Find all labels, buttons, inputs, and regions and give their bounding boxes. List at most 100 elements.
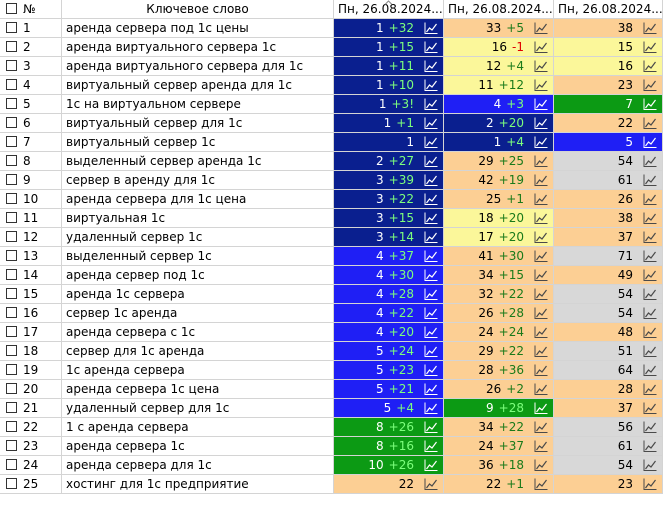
table-row[interactable]: 18 сервер для 1с аренда 5 +24 29 +22 51 xyxy=(0,342,671,361)
row-num-cell[interactable]: 25 xyxy=(0,475,62,494)
position-cell[interactable]: 16 -1 xyxy=(444,38,554,57)
line-chart-icon[interactable] xyxy=(424,402,438,414)
row-checkbox[interactable] xyxy=(6,136,17,147)
table-row[interactable]: 15 аренда 1с сервера 4 +28 32 +22 54 xyxy=(0,285,671,304)
position-cell[interactable]: 33 +5 xyxy=(444,19,554,38)
keyword-cell[interactable]: аренда сервера для 1с xyxy=(62,456,334,475)
position-cell[interactable]: 37 xyxy=(554,228,663,247)
line-chart-icon[interactable] xyxy=(534,212,548,224)
keyword-cell[interactable]: аренда виртуального сервера для 1с xyxy=(62,57,334,76)
position-cell[interactable]: 51 xyxy=(554,342,663,361)
position-cell[interactable]: 26 +28 xyxy=(444,304,554,323)
line-chart-icon[interactable] xyxy=(424,193,438,205)
row-num-cell[interactable]: 21 xyxy=(0,399,62,418)
line-chart-icon[interactable] xyxy=(424,459,438,471)
position-cell[interactable]: 5 xyxy=(554,133,663,152)
position-cell[interactable]: 18 +20 xyxy=(444,209,554,228)
table-row[interactable]: 16 сервер 1с аренда 4 +22 26 +28 54 xyxy=(0,304,671,323)
line-chart-icon[interactable] xyxy=(424,136,438,148)
row-num-cell[interactable]: 17 xyxy=(0,323,62,342)
line-chart-icon[interactable] xyxy=(534,79,548,91)
position-cell[interactable]: 2 +20 xyxy=(444,114,554,133)
keyword-cell[interactable]: аренда сервера 1с xyxy=(62,437,334,456)
position-cell[interactable]: 28 xyxy=(554,380,663,399)
position-cell[interactable]: 54 xyxy=(554,304,663,323)
row-num-cell[interactable]: 13 xyxy=(0,247,62,266)
line-chart-icon[interactable] xyxy=(424,60,438,72)
row-num-cell[interactable]: 22 xyxy=(0,418,62,437)
position-cell[interactable]: 11 +12 xyxy=(444,76,554,95)
keyword-cell[interactable]: 1 с аренда сервера xyxy=(62,418,334,437)
keyword-cell[interactable]: виртуальный сервер аренда для 1с xyxy=(62,76,334,95)
row-checkbox[interactable] xyxy=(6,269,17,280)
position-cell[interactable]: 42 +19 xyxy=(444,171,554,190)
line-chart-icon[interactable] xyxy=(424,212,438,224)
line-chart-icon[interactable] xyxy=(424,98,438,110)
row-num-cell[interactable]: 1 xyxy=(0,19,62,38)
position-cell[interactable]: 38 xyxy=(554,209,663,228)
position-cell[interactable]: 54 xyxy=(554,456,663,475)
position-cell[interactable]: 28 +36 xyxy=(444,361,554,380)
line-chart-icon[interactable] xyxy=(424,41,438,53)
line-chart-icon[interactable] xyxy=(424,421,438,433)
table-row[interactable]: 23 аренда сервера 1с 8 +16 24 +37 61 xyxy=(0,437,671,456)
row-checkbox[interactable] xyxy=(6,459,17,470)
line-chart-icon[interactable] xyxy=(424,383,438,395)
line-chart-icon[interactable] xyxy=(643,459,657,471)
line-chart-icon[interactable] xyxy=(534,478,548,490)
header-keyword[interactable]: Ключевое слово xyxy=(62,0,334,19)
line-chart-icon[interactable] xyxy=(534,269,548,281)
line-chart-icon[interactable] xyxy=(534,440,548,452)
position-cell[interactable]: 61 xyxy=(554,437,663,456)
line-chart-icon[interactable] xyxy=(643,383,657,395)
line-chart-icon[interactable] xyxy=(424,269,438,281)
keyword-cell[interactable]: выделенный сервер аренда 1с xyxy=(62,152,334,171)
position-cell[interactable]: 12 +4 xyxy=(444,57,554,76)
line-chart-icon[interactable] xyxy=(534,402,548,414)
table-row[interactable]: 3 аренда виртуального сервера для 1с 1 +11 1… xyxy=(0,57,671,76)
line-chart-icon[interactable] xyxy=(643,193,657,205)
line-chart-icon[interactable] xyxy=(643,60,657,72)
row-num-cell[interactable]: 19 xyxy=(0,361,62,380)
position-cell[interactable]: 23 xyxy=(554,76,663,95)
position-cell[interactable]: 22 +1 xyxy=(444,475,554,494)
line-chart-icon[interactable] xyxy=(643,288,657,300)
row-num-cell[interactable]: 16 xyxy=(0,304,62,323)
line-chart-icon[interactable] xyxy=(424,79,438,91)
row-num-cell[interactable]: 12 xyxy=(0,228,62,247)
keyword-cell[interactable]: 1с на виртуальном сервере xyxy=(62,95,334,114)
position-cell[interactable]: 25 +1 xyxy=(444,190,554,209)
line-chart-icon[interactable] xyxy=(643,174,657,186)
position-cell[interactable]: 4 +30 xyxy=(334,266,444,285)
row-checkbox[interactable] xyxy=(6,383,17,394)
position-cell[interactable]: 3 +14 xyxy=(334,228,444,247)
line-chart-icon[interactable] xyxy=(534,383,548,395)
row-checkbox[interactable] xyxy=(6,231,17,242)
position-cell[interactable]: 64 xyxy=(554,361,663,380)
table-row[interactable]: 19 1с аренда сервера 5 +23 28 +36 64 xyxy=(0,361,671,380)
position-cell[interactable]: 71 xyxy=(554,247,663,266)
position-cell[interactable]: 34 +22 xyxy=(444,418,554,437)
table-row[interactable]: 7 виртуальный сервер 1с 1 1 +4 5 xyxy=(0,133,671,152)
row-num-cell[interactable]: 14 xyxy=(0,266,62,285)
row-checkbox[interactable] xyxy=(6,402,17,413)
row-checkbox[interactable] xyxy=(6,98,17,109)
line-chart-icon[interactable] xyxy=(534,250,548,262)
position-cell[interactable]: 1 +1 xyxy=(334,114,444,133)
line-chart-icon[interactable] xyxy=(643,478,657,490)
keyword-cell[interactable]: сервер для 1с аренда xyxy=(62,342,334,361)
position-cell[interactable]: 26 xyxy=(554,190,663,209)
line-chart-icon[interactable] xyxy=(424,155,438,167)
line-chart-icon[interactable] xyxy=(643,345,657,357)
position-cell[interactable]: 22 xyxy=(334,475,444,494)
keyword-cell[interactable]: сервер 1с аренда xyxy=(62,304,334,323)
position-cell[interactable]: 36 +18 xyxy=(444,456,554,475)
position-cell[interactable]: 5 +24 xyxy=(334,342,444,361)
line-chart-icon[interactable] xyxy=(643,250,657,262)
row-checkbox[interactable] xyxy=(6,22,17,33)
line-chart-icon[interactable] xyxy=(643,136,657,148)
row-checkbox[interactable] xyxy=(6,174,17,185)
header-period-3[interactable]: Пн, 26.08.2024... xyxy=(554,0,663,19)
keyword-cell[interactable]: аренда сервера с 1с xyxy=(62,323,334,342)
position-cell[interactable]: 4 +28 xyxy=(334,285,444,304)
